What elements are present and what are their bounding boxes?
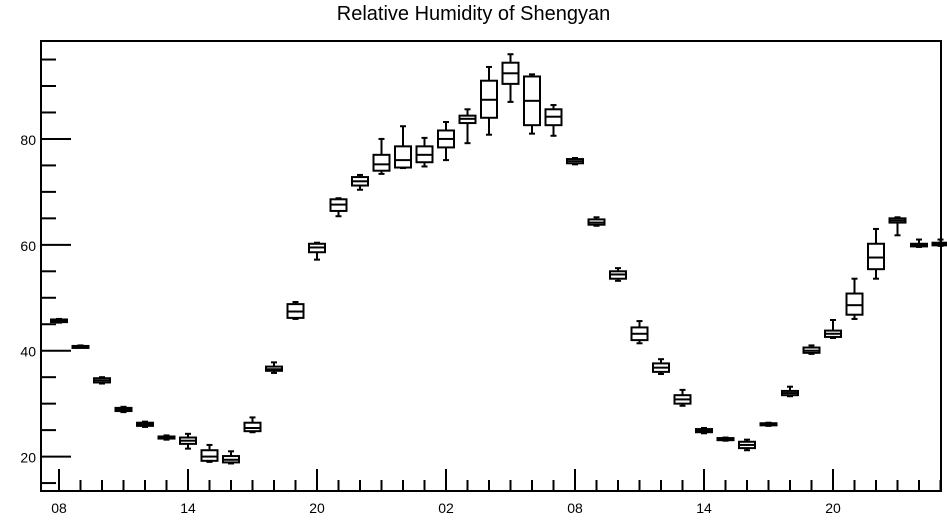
box-29 — [673, 388, 692, 407]
box-16 — [394, 125, 412, 170]
box-28 — [652, 358, 670, 375]
y-tick-label: 80 — [20, 132, 36, 148]
box-26 — [609, 267, 627, 282]
y-tick-label: 60 — [20, 238, 36, 254]
box-32 — [738, 438, 756, 452]
box-7 — [200, 443, 219, 463]
y-tick-label: 20 — [20, 450, 36, 466]
box-24 — [566, 157, 584, 166]
box-10 — [265, 361, 283, 374]
chart-title: Relative Humidity of Shengyan — [336, 3, 611, 25]
box-19 — [458, 108, 477, 145]
box-iqr — [394, 145, 412, 169]
axes: 20406080081420020814200208 — [20, 58, 942, 516]
box-41 — [931, 238, 947, 247]
box-6 — [179, 432, 197, 450]
box-12 — [308, 241, 326, 261]
x-tick-label: 02 — [438, 500, 454, 516]
x-tick-label: 14 — [180, 500, 196, 516]
plot-frame — [40, 40, 942, 492]
box-22 — [523, 73, 541, 135]
box-30 — [695, 427, 713, 435]
box-2 — [93, 376, 111, 385]
y-tick-label: 40 — [20, 344, 36, 360]
x-tick-label: 20 — [825, 500, 841, 516]
box-0 — [50, 317, 68, 324]
box-40 — [910, 238, 928, 248]
x-tick-label: 08 — [51, 500, 67, 516]
box-27 — [630, 320, 649, 345]
box-11 — [286, 301, 305, 320]
box-9 — [243, 416, 262, 434]
box-3 — [114, 405, 133, 414]
box-iqr — [243, 421, 262, 433]
x-tick-label: 20 — [309, 500, 325, 516]
box-1 — [71, 344, 90, 349]
box-36 — [824, 319, 842, 339]
box-39 — [888, 216, 907, 237]
box-33 — [759, 421, 778, 427]
box-5 — [157, 434, 176, 441]
box-4 — [136, 420, 154, 428]
box-20 — [480, 65, 498, 136]
boxes — [50, 53, 947, 465]
box-25 — [587, 216, 606, 227]
box-18 — [437, 121, 455, 162]
box-31 — [716, 436, 735, 442]
box-34 — [781, 385, 799, 398]
x-tick-label: 14 — [696, 500, 712, 516]
box-38 — [867, 227, 885, 280]
box-21 — [501, 53, 520, 103]
box-iqr — [372, 153, 391, 172]
box-14 — [351, 173, 369, 191]
box-37 — [845, 277, 864, 320]
box-13 — [329, 197, 348, 218]
box-iqr — [200, 449, 219, 462]
box-17 — [415, 136, 434, 168]
box-23 — [544, 104, 563, 137]
box-iqr — [867, 242, 885, 271]
box-8 — [222, 450, 240, 465]
box-35 — [802, 344, 821, 355]
box-15 — [372, 137, 391, 175]
x-tick-label: 08 — [567, 500, 583, 516]
box-iqr — [845, 292, 864, 316]
